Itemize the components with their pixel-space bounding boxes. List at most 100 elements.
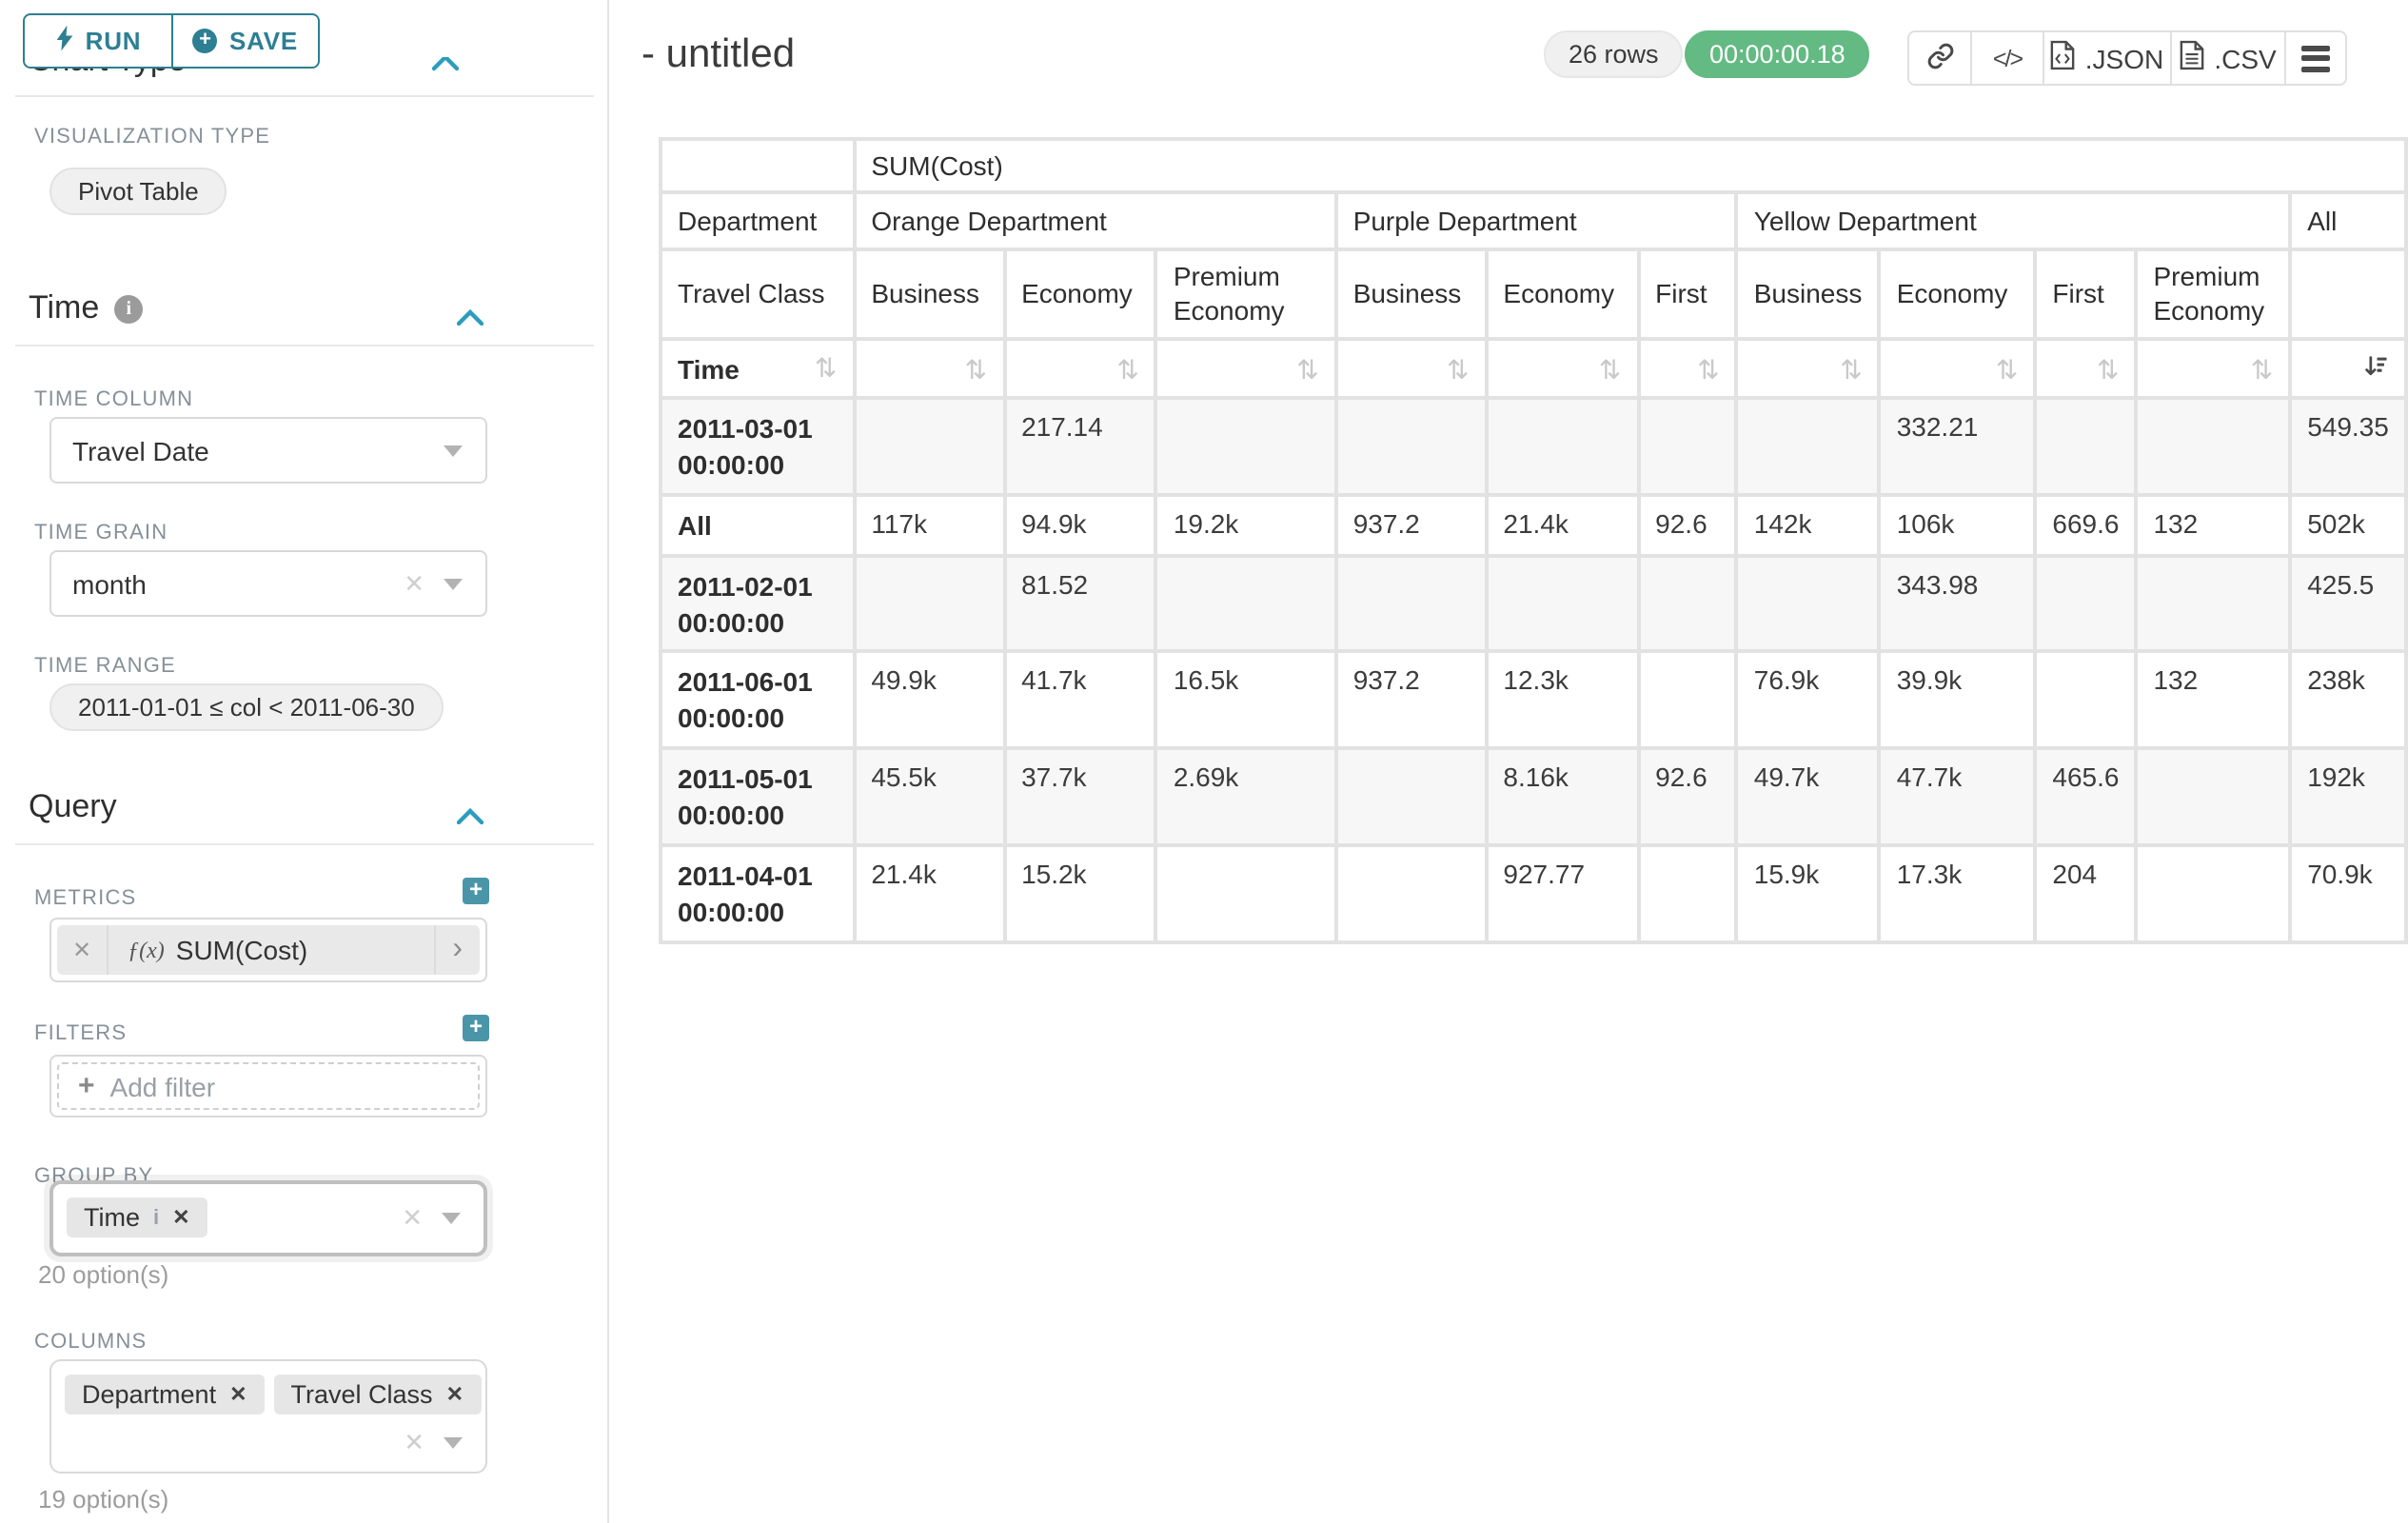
column-sort-cell[interactable]: ⇅ xyxy=(1157,341,1334,396)
export-csv-button[interactable]: .CSV xyxy=(2172,32,2286,84)
pivot-row: 2011-06-01 00:00:00 49.9k 41.7k 16.5k 937.2 1… xyxy=(662,653,2404,747)
column-sort-cell[interactable]: ⇅ xyxy=(1881,341,2034,396)
pivot-row: All 117k 94.9k 19.2k 937.2 21.4k 92.6 142k 106k 6… xyxy=(662,496,2404,554)
chevron-up-icon[interactable] xyxy=(432,57,459,72)
save-button[interactable]: + SAVE xyxy=(171,13,320,69)
sort-amount-desc-icon[interactable] xyxy=(2364,354,2389,383)
column-sort-cell[interactable]: ⇅ xyxy=(1006,341,1155,396)
metric-header-cell: SUM(Cost) xyxy=(856,141,2404,190)
column-sort-cell[interactable]: ⇅ xyxy=(1488,341,1637,396)
x-clear-icon[interactable]: ✕ xyxy=(402,1203,423,1232)
pivot-value-cell: 16.5k xyxy=(1157,653,1334,747)
pivot-value-cell: 94.9k xyxy=(1006,496,1155,554)
sort-arrows-icon[interactable]: ⇅ xyxy=(2097,353,2120,384)
pivot-value-cell: 15.9k xyxy=(1738,847,1878,940)
pivot-value-cell xyxy=(1640,557,1735,650)
remove-tag-icon[interactable]: ✕ xyxy=(445,1384,464,1407)
pivot-value-cell: 927.77 xyxy=(1488,847,1637,940)
pivot-value-cell: 21.4k xyxy=(856,847,1003,940)
chevron-up-icon[interactable] xyxy=(456,800,484,834)
time-range-value[interactable]: 2011-01-01 ≤ col < 2011-06-30 xyxy=(49,683,444,731)
divider xyxy=(15,95,594,97)
metric-value: SUM(Cost) xyxy=(175,935,308,965)
export-json-button[interactable]: .JSON xyxy=(2044,32,2172,84)
visualization-type-value[interactable]: Pivot Table xyxy=(49,168,227,215)
add-filter-plus-button[interactable]: + xyxy=(463,1014,489,1041)
divider xyxy=(15,843,594,845)
columns-tag[interactable]: Travel Class ✕ xyxy=(273,1375,481,1414)
time-grain-select[interactable]: month ✕ xyxy=(49,550,487,617)
pivot-row: 2011-05-01 00:00:00 45.5k 37.7k 2.69k 8.16k 9… xyxy=(662,750,2404,844)
column-header: First xyxy=(1640,251,1735,337)
column-sort-cell-sorted[interactable] xyxy=(2292,341,2404,396)
more-options-button[interactable] xyxy=(2286,32,2345,84)
sort-arrows-icon[interactable]: ⇅ xyxy=(1446,353,1470,384)
pivot-value-cell xyxy=(1488,400,1637,493)
time-section-header[interactable]: Time i xyxy=(29,289,144,327)
pivot-value-cell xyxy=(2138,557,2289,650)
run-save-button-group: RUN + SAVE xyxy=(23,13,320,69)
export-toolbar: </> .JSON .CSV xyxy=(1907,30,2347,86)
add-metric-button[interactable]: + xyxy=(463,877,489,904)
metric-pill[interactable]: ✕ ƒ(x) SUM(Cost) › xyxy=(57,925,480,975)
x-clear-icon[interactable]: ✕ xyxy=(57,925,109,975)
column-header: Premium Economy xyxy=(2138,251,2289,337)
embed-code-button[interactable]: </> xyxy=(1972,32,2044,84)
column-sort-cell[interactable]: ⇅ xyxy=(856,341,1003,396)
pivot-value-cell: 41.7k xyxy=(1006,653,1155,747)
add-filter-button[interactable]: + Add filter xyxy=(57,1062,480,1110)
query-section-header[interactable]: Query xyxy=(29,788,117,826)
pivot-value-cell: 132 xyxy=(2138,653,2289,747)
pivot-value-cell: 12.3k xyxy=(1488,653,1637,747)
pivot-value-cell xyxy=(2037,653,2135,747)
pivot-value-cell: 343.98 xyxy=(1881,557,2034,650)
run-button[interactable]: RUN xyxy=(23,13,171,69)
remove-tag-icon[interactable]: ✕ xyxy=(172,1207,190,1230)
chevron-up-icon[interactable] xyxy=(456,301,484,335)
pivot-value-cell: 70.9k xyxy=(2292,847,2404,940)
share-link-button[interactable] xyxy=(1909,32,1972,84)
pivot-value-cell: 39.9k xyxy=(1881,653,2034,747)
sort-arrows-icon[interactable]: ⇅ xyxy=(2250,353,2274,384)
sort-arrows-icon[interactable]: ⇅ xyxy=(1697,353,1720,384)
columns-select[interactable]: Department ✕ Travel Class ✕ ✕ xyxy=(49,1359,487,1474)
group-by-select[interactable]: Time i ✕ ✕ xyxy=(49,1180,487,1256)
control-panel-sidebar: Chart Type RUN + SAVE VISUALIZATION TYPE… xyxy=(0,0,609,1523)
pivot-table: SUM(Cost) Department Orange Department Purp… xyxy=(659,137,2408,944)
group-by-tag[interactable]: Time i ✕ xyxy=(67,1197,207,1237)
x-clear-icon[interactable]: ✕ xyxy=(404,1428,424,1456)
caret-down-icon xyxy=(442,1213,461,1224)
sort-arrows-icon[interactable]: ⇅ xyxy=(814,351,838,382)
pivot-value-cell: 92.6 xyxy=(1640,750,1735,844)
chevron-right-icon[interactable]: › xyxy=(433,925,480,975)
remove-tag-icon[interactable]: ✕ xyxy=(229,1384,247,1407)
pivot-value-cell xyxy=(856,557,1003,650)
time-column-select[interactable]: Travel Date xyxy=(49,417,487,484)
column-group-header: Purple Department xyxy=(1337,194,1735,247)
column-sort-cell[interactable]: ⇅ xyxy=(1738,341,1878,396)
pivot-value-cell: 2.69k xyxy=(1157,750,1334,844)
file-code-icon xyxy=(2051,40,2076,76)
sort-arrows-icon[interactable]: ⇅ xyxy=(1995,353,2019,384)
x-clear-icon[interactable]: ✕ xyxy=(404,568,424,597)
columns-tag[interactable]: Department ✕ xyxy=(65,1375,265,1414)
chart-title[interactable]: - untitled xyxy=(641,32,796,76)
pivot-table-container: SUM(Cost) Department Orange Department Purp… xyxy=(659,137,2408,944)
column-group-header: Yellow Department xyxy=(1738,194,2289,247)
caret-down-icon xyxy=(444,1437,463,1449)
pivot-value-cell xyxy=(1640,400,1735,493)
column-sort-cell[interactable]: ⇅ xyxy=(1337,341,1485,396)
sort-arrows-icon[interactable]: ⇅ xyxy=(1840,353,1863,384)
time-column-label: TIME COLUMN xyxy=(34,388,194,411)
column-sort-cell[interactable]: ⇅ xyxy=(2138,341,2289,396)
column-sort-cell[interactable]: ⇅ xyxy=(1640,341,1735,396)
info-circle-icon: i xyxy=(114,294,144,323)
sort-arrows-icon[interactable]: ⇅ xyxy=(1116,353,1139,384)
sort-arrows-icon[interactable]: ⇅ xyxy=(1598,353,1622,384)
row-sort-header[interactable]: Time ⇅ xyxy=(662,341,853,396)
column-header: Economy xyxy=(1006,251,1155,337)
pivot-value-cell: 81.52 xyxy=(1006,557,1155,650)
column-sort-cell[interactable]: ⇅ xyxy=(2037,341,2135,396)
sort-arrows-icon[interactable]: ⇅ xyxy=(1296,353,1319,384)
sort-arrows-icon[interactable]: ⇅ xyxy=(964,353,988,384)
